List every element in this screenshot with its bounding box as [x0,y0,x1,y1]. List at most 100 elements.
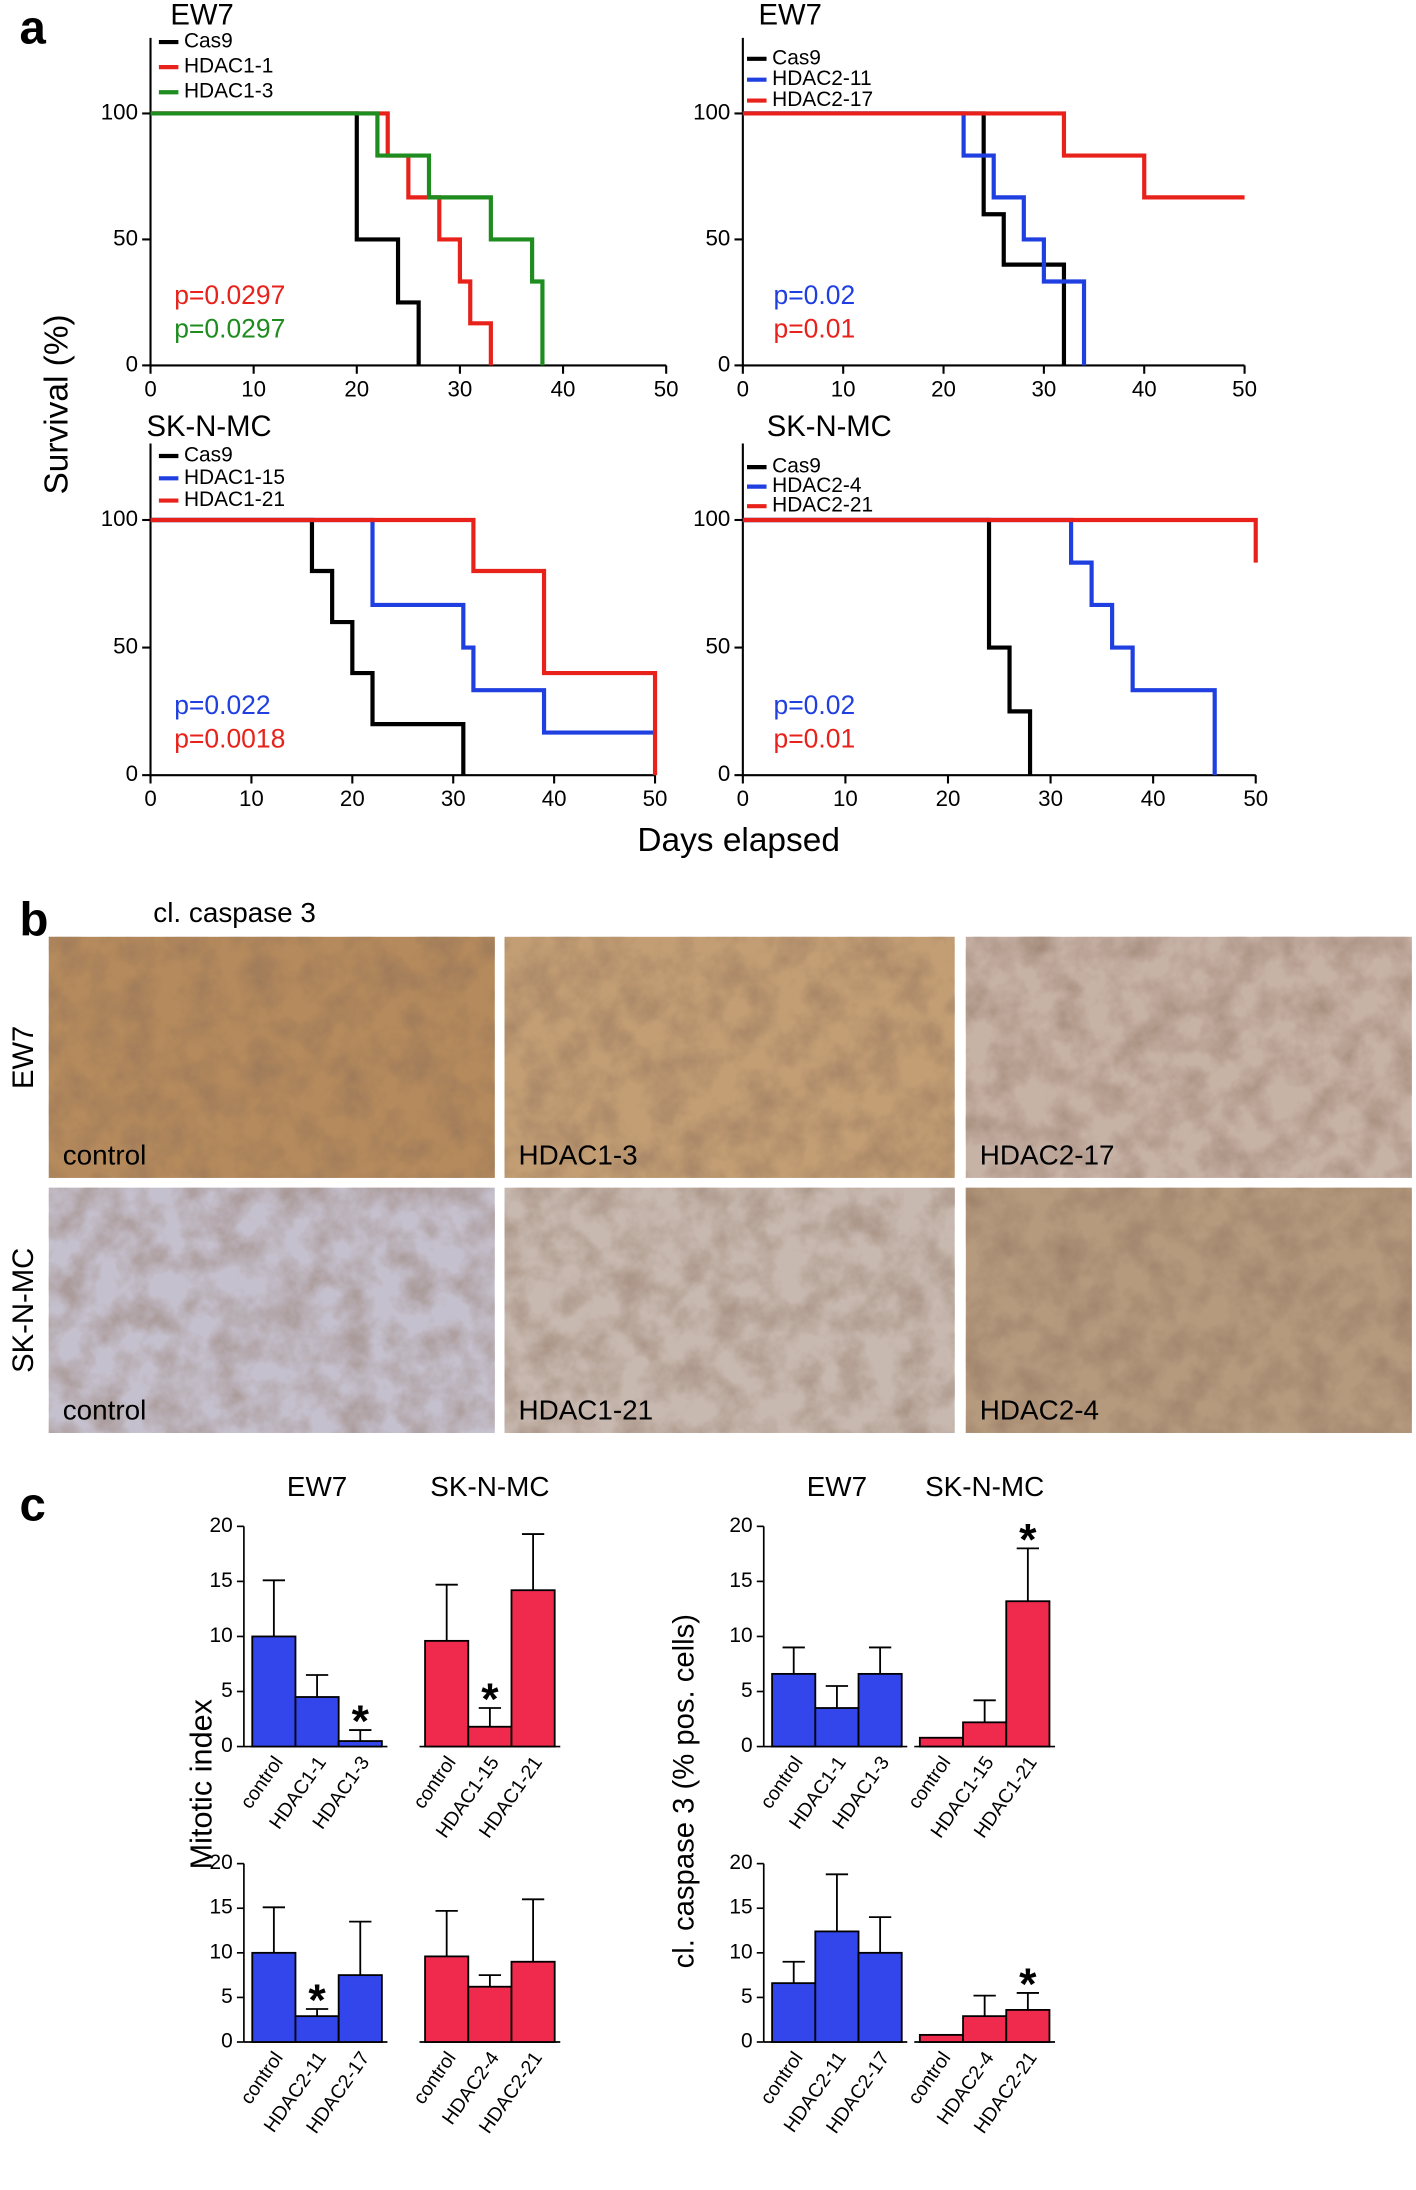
x-tick-label: 50 [1243,786,1268,811]
bar [771,1982,817,2043]
x-tick-label: 0 [737,376,749,401]
p-value: p=0.01 [774,723,856,753]
bar [857,1951,903,2043]
y-tick-label: 100 [101,506,138,531]
bar [1005,1600,1051,1748]
y-tick-label: 0 [741,2030,753,2053]
y-tick-label: 100 [693,506,730,531]
x-tick-label: 0 [144,376,156,401]
micrograph-label: HDAC2-4 [980,1394,1099,1425]
error-bar [973,1994,996,2017]
y-tick-label: 100 [101,99,138,124]
group-title: SK-N-MC [430,1471,549,1502]
bar [424,1639,470,1748]
error-bar [825,1873,849,1932]
x-tick-label: 30 [1038,786,1063,811]
bar [467,1985,513,2043]
y-tick-label: 20 [209,1514,232,1537]
legend-label: Cas9 [184,444,233,467]
y-tick-label: 5 [741,1679,753,1702]
error-bar [435,1909,458,1957]
error-bar [478,1707,502,1727]
panel-label: a [20,1,47,54]
error-bar [349,1729,372,1742]
bar [424,1955,470,2043]
y-tick-label: 0 [221,1734,233,1757]
survival-line [742,517,1217,776]
bar [857,1672,903,1748]
x-tick-label: 50 [654,376,679,401]
micrograph-texture [965,1187,1412,1433]
x-tick-label: 10 [239,786,264,811]
significance-marker: * [1019,1516,1037,1565]
error-bar [1016,1992,1040,2010]
legend-label: HDAC1-1 [184,55,273,78]
y-tick-label: 15 [729,1569,752,1592]
bar [1005,2009,1051,2043]
bar [251,1635,297,1748]
bar [962,1721,1008,1748]
y-tick-label: 20 [209,1851,232,1874]
x-tick-label: 10 [831,376,856,401]
y-tick-label: 15 [209,1569,232,1592]
x-tick-label: 10 [833,786,858,811]
x-axis-title: Days elapsed [637,822,840,859]
p-value: p=0.0297 [174,280,285,310]
x-tick-label: 20 [936,786,961,811]
bar [962,2015,1008,2043]
survival-line [742,517,1258,563]
error-bar [521,1533,545,1591]
x-tick-label: 40 [1132,376,1157,401]
group-title: EW7 [807,1471,867,1502]
error-bar [782,1960,805,1984]
p-value: p=0.02 [774,280,856,310]
legend-label: Cas9 [772,46,821,69]
significance-marker: * [1019,1960,1037,2009]
y-tick-label: 10 [209,1624,232,1647]
row-label: EW7 [8,1026,40,1089]
legend-label: HDAC2-11 [772,67,871,90]
error-bar [305,2008,329,2017]
micrograph-texture [965,936,1412,1178]
bar [467,1725,513,1748]
x-tick-label: 0 [737,786,749,811]
bar [510,1960,556,2043]
error-bar [868,1646,892,1674]
bar [294,1696,340,1748]
error-bar [478,1974,502,1987]
y-tick-label: 10 [209,1940,232,1963]
bar [814,1930,860,2043]
x-tick-label: 30 [1031,376,1056,401]
legend-label: HDAC1-3 [184,80,273,103]
y-tick-label: 50 [706,225,731,250]
micrograph-texture [48,1187,495,1433]
bar [337,1974,383,2043]
x-tick-label: 40 [542,786,567,811]
error-bar [782,1646,805,1674]
micrograph-texture [504,936,955,1178]
x-tick-label: 0 [144,786,156,811]
significance-marker: * [481,1675,499,1724]
x-tick-label: 10 [241,376,266,401]
y-tick-label: 5 [741,1985,753,2008]
group-title: EW7 [287,1471,347,1502]
y-tick-label: 100 [693,99,730,124]
p-value: p=0.0018 [174,723,285,753]
x-tick-label: 20 [344,376,369,401]
y-tick-label: 0 [718,761,730,786]
error-bar [1016,1547,1040,1602]
y-tick-label: 50 [113,225,138,250]
micrograph-texture [504,1187,955,1433]
error-bar [973,1699,996,1723]
y-tick-label: 0 [126,761,138,786]
significance-marker: * [308,1976,326,2025]
bar [251,1951,297,2043]
error-bar [262,1579,286,1637]
y-tick-label: 0 [741,1734,753,1757]
bar [918,2033,964,2043]
bar [771,1672,817,1748]
legend-label: HDAC2-4 [772,474,861,497]
error-bar [868,1916,892,1953]
